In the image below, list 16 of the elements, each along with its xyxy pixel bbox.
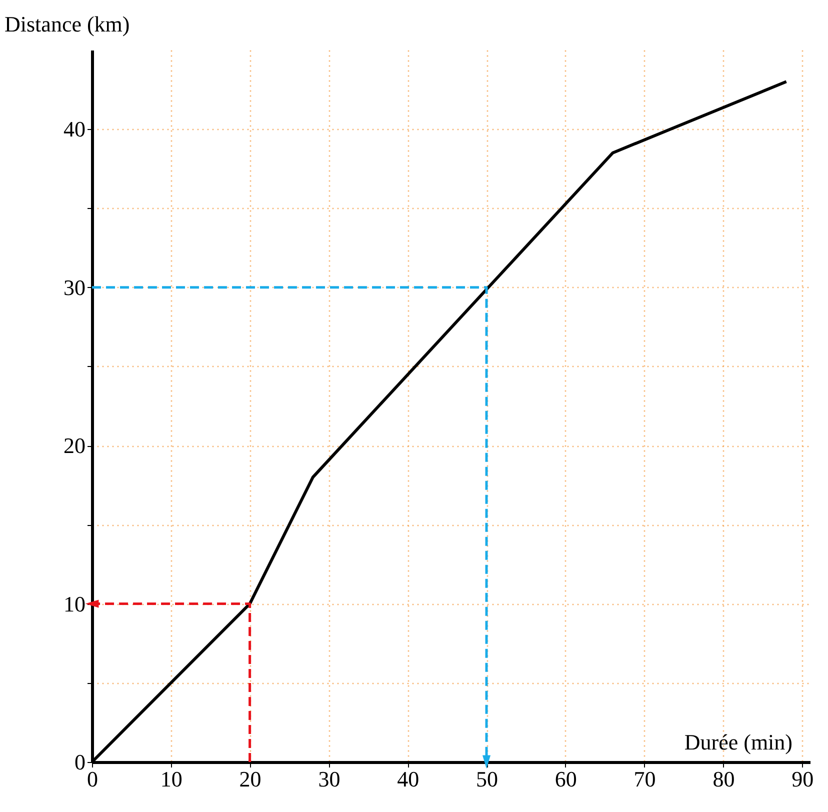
x-tick-label: 90 <box>792 766 814 792</box>
y-tick-label: 10 <box>64 591 86 616</box>
x-tick-label: 60 <box>554 766 577 792</box>
x-tick-label: 50 <box>476 766 498 792</box>
x-tick-label: 80 <box>712 766 735 792</box>
y-axis-title: Distance (km) <box>4 12 130 36</box>
x-tick-label: 10 <box>160 766 182 792</box>
x-tick-label: 40 <box>397 766 420 792</box>
x-tick-label: 20 <box>239 766 262 792</box>
y-tick-label: 40 <box>64 116 86 142</box>
y-tick-label: 30 <box>64 274 86 300</box>
x-tick-label: 70 <box>634 766 656 792</box>
y-tick-label: 0 <box>74 750 86 774</box>
x-tick-label: 30 <box>318 766 340 792</box>
y-tick-label: 20 <box>64 433 86 458</box>
x-axis-title: Durée (min) <box>684 730 792 754</box>
